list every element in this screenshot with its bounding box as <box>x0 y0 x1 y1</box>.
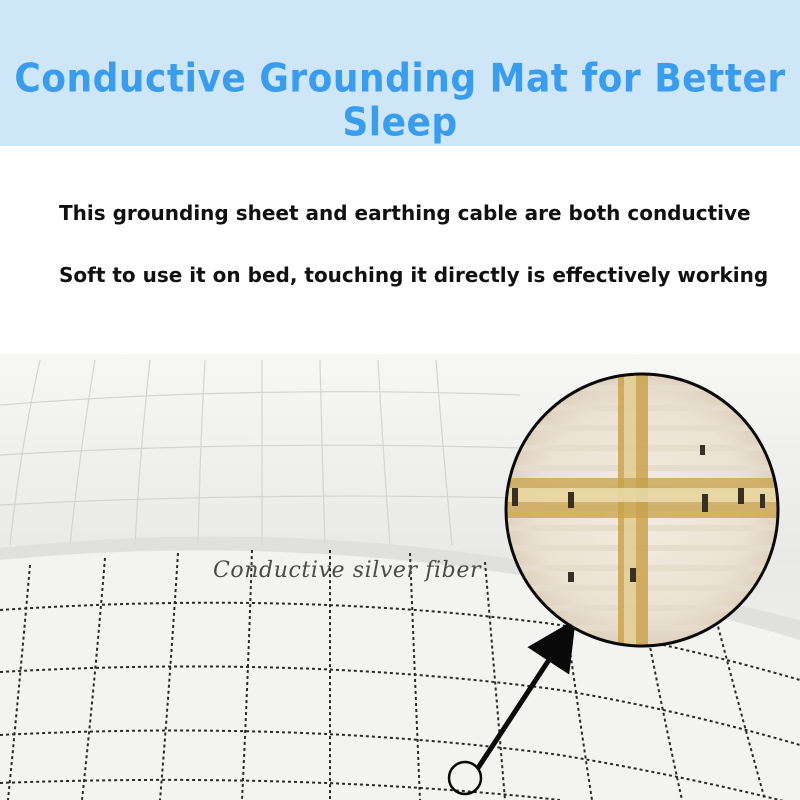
zoom-magnifier <box>504 372 780 648</box>
callout-arrow <box>475 619 576 770</box>
description-line-2: Soft to use it on bed, touching it direc… <box>59 263 769 287</box>
back-fold-grid <box>0 359 521 546</box>
fabric-photo <box>0 354 800 800</box>
title-banner: Conductive Grounding Mat for Better Slee… <box>0 0 800 146</box>
description-line-1: This grounding sheet and earthing cable … <box>59 201 751 225</box>
description-section <box>0 146 800 354</box>
fabric-illustration <box>0 354 800 800</box>
front-grid-horizontal <box>0 601 800 800</box>
fiber-callout-label: Conductive silver fiber <box>213 558 482 583</box>
fiber-highlight-circle <box>447 760 483 796</box>
banner-title: Conductive Grounding Mat for Better Slee… <box>14 56 786 146</box>
